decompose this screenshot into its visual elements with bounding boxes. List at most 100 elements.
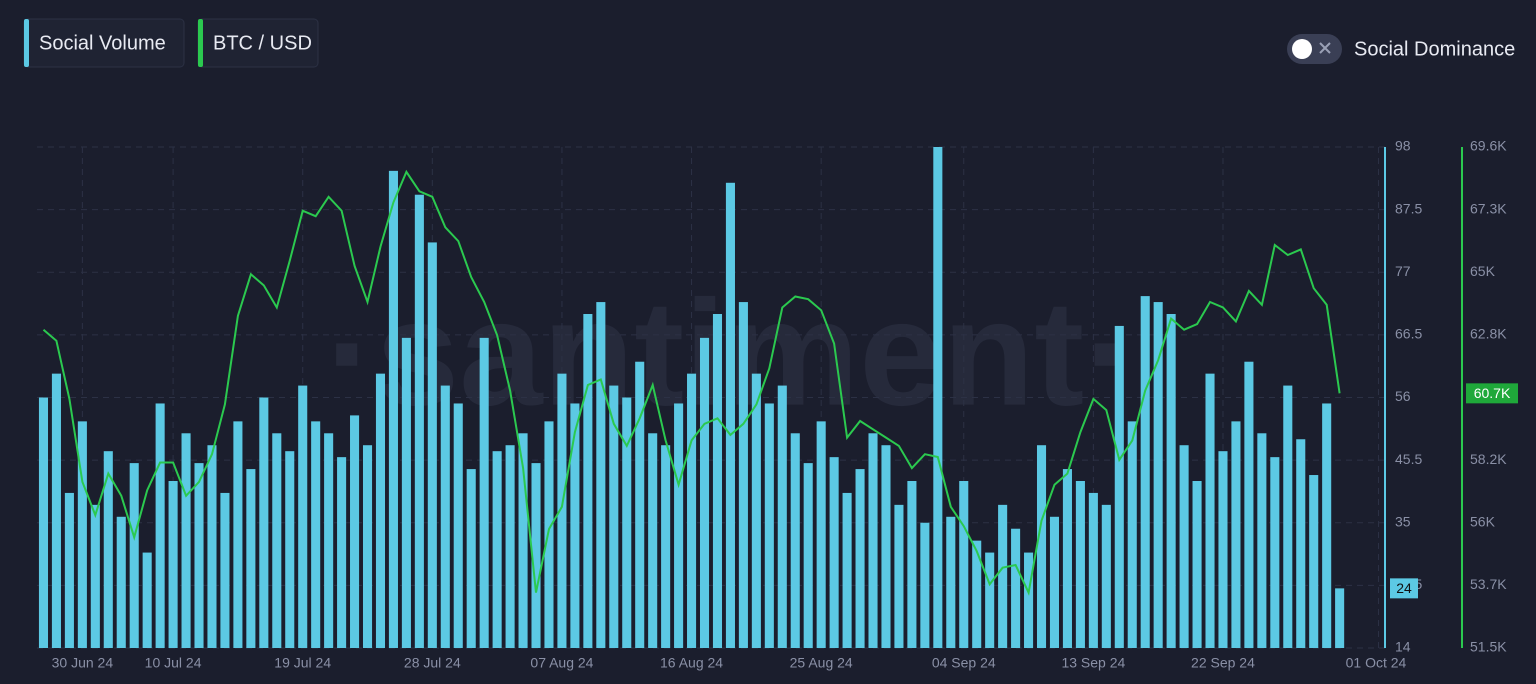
- x-tick-label: 25 Aug 24: [790, 655, 853, 671]
- bar: [388, 170, 398, 648]
- bar: [1244, 361, 1254, 648]
- bar: [738, 302, 748, 648]
- toggle-label[interactable]: Social Dominance: [1354, 38, 1515, 60]
- bar: [362, 445, 373, 648]
- legend-item[interactable]: Social Volume: [23, 18, 185, 68]
- value-badge-label: 60.7K: [1474, 385, 1511, 401]
- bar: [920, 522, 930, 648]
- bar: [479, 337, 489, 648]
- bar: [375, 373, 386, 648]
- bar: [622, 397, 632, 648]
- x-tick-label: 01 Oct 24: [1346, 655, 1407, 671]
- bar: [492, 451, 502, 648]
- bar: [505, 445, 515, 648]
- y-tick-label: 77: [1395, 263, 1411, 279]
- bar: [427, 242, 437, 648]
- bar: [1011, 528, 1021, 648]
- bar: [1049, 516, 1060, 648]
- bar: [1257, 433, 1267, 648]
- bar: [1192, 481, 1202, 648]
- bar: [985, 552, 995, 648]
- bar: [38, 397, 49, 648]
- bar: [324, 433, 334, 648]
- value-badge-label: 24: [1396, 580, 1412, 596]
- bar: [674, 403, 684, 648]
- x-tick-label: 04 Sep 24: [932, 655, 996, 671]
- bar: [596, 302, 606, 648]
- legend-swatch: [24, 19, 29, 67]
- x-tick-label: 30 Jun 24: [52, 655, 114, 671]
- bar: [1179, 445, 1189, 648]
- bar: [51, 373, 61, 648]
- y2-tick-label: 58.2K: [1470, 451, 1507, 467]
- bar: [103, 451, 113, 648]
- legend-label: Social Volume: [39, 32, 166, 54]
- toggle-knob: [1292, 39, 1312, 59]
- bar: [583, 314, 593, 648]
- bar: [207, 445, 217, 648]
- x-tick-label: 07 Aug 24: [530, 655, 593, 671]
- line: [42, 169, 1341, 596]
- bar: [1140, 296, 1150, 648]
- bar: [220, 492, 230, 648]
- legend-label: BTC / USD: [213, 32, 312, 54]
- y2-tick-label: 62.8K: [1470, 326, 1507, 342]
- x-tick-label: 16 Aug 24: [660, 655, 723, 671]
- bar: [116, 516, 126, 648]
- bar: [1270, 457, 1280, 648]
- bar: [1088, 492, 1098, 648]
- toggle-icon: [1319, 42, 1331, 54]
- bar: [570, 403, 580, 648]
- y2-tick-label: 53.7K: [1470, 576, 1507, 592]
- bar: [64, 492, 74, 648]
- bar: [712, 314, 723, 648]
- bar: [440, 385, 450, 648]
- bar: [1075, 481, 1085, 648]
- bar: [959, 481, 969, 648]
- bar: [751, 373, 761, 648]
- bar: [907, 481, 917, 648]
- bar: [557, 373, 567, 648]
- bar: [803, 463, 813, 648]
- bar: [1127, 421, 1137, 648]
- bar: [1024, 552, 1034, 648]
- bar: [790, 433, 800, 648]
- bar: [77, 421, 87, 648]
- bar: [933, 147, 943, 648]
- bar: [648, 433, 658, 648]
- bar: [1166, 314, 1176, 648]
- bar: [1296, 439, 1306, 648]
- bar: [1101, 504, 1111, 648]
- bar: [531, 463, 541, 648]
- bar: [544, 421, 554, 648]
- bar: [855, 469, 865, 648]
- value-badge: [1466, 383, 1518, 404]
- x-tick-label: 13 Sep 24: [1061, 655, 1125, 671]
- bar: [1205, 373, 1215, 648]
- bar: [1335, 588, 1345, 648]
- bar: [764, 403, 774, 648]
- value-badge: [1390, 578, 1418, 599]
- y-tick-label: 35: [1395, 513, 1411, 529]
- bar: [777, 385, 787, 648]
- bar: [414, 194, 424, 648]
- bar: [1153, 302, 1163, 648]
- y2-tick-label: 67.3K: [1470, 200, 1507, 216]
- bar: [246, 469, 256, 648]
- y2-tick-label: 69.6K: [1470, 138, 1507, 154]
- bar: [518, 433, 528, 648]
- bar: [142, 552, 152, 648]
- bar: [350, 415, 360, 648]
- bar: [272, 433, 282, 648]
- bar: [1283, 385, 1293, 648]
- bar: [1062, 469, 1072, 648]
- bar: [311, 421, 321, 648]
- bar: [453, 403, 463, 648]
- bar: [233, 421, 243, 648]
- bar: [725, 182, 735, 649]
- bar: [259, 397, 269, 648]
- legend-item[interactable]: BTC / USD: [197, 18, 319, 68]
- y-tick-label: 98: [1395, 138, 1411, 154]
- bar: [1218, 451, 1228, 648]
- bar: [1231, 421, 1241, 648]
